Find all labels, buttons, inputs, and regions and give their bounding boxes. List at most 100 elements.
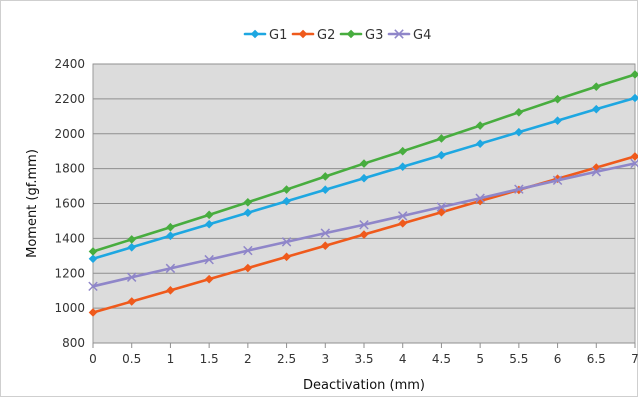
y-tick-label: 1200	[54, 266, 85, 280]
x-tick-label: 3.5	[354, 352, 373, 366]
legend-label: G3	[365, 28, 383, 43]
data-point	[591, 167, 602, 177]
x-tick-label: 0.5	[122, 352, 141, 366]
y-tick-label: 2400	[54, 57, 85, 71]
data-point	[514, 184, 524, 194]
data-point	[394, 29, 404, 39]
data-point	[166, 222, 175, 232]
data-point	[359, 230, 369, 239]
data-point	[475, 139, 485, 148]
data-point	[398, 219, 408, 228]
data-point	[591, 104, 601, 114]
x-tick-label: 4	[399, 352, 407, 366]
y-tick-label: 1800	[54, 162, 85, 176]
data-point	[127, 242, 137, 252]
data-point	[475, 121, 485, 130]
y-tick-label: 2200	[54, 92, 85, 106]
x-tick-label: 6.5	[587, 352, 606, 366]
data-point	[359, 220, 369, 230]
data-point	[88, 247, 98, 256]
data-point-stroke	[514, 184, 524, 194]
data-point-stroke	[552, 175, 563, 186]
data-point	[204, 210, 214, 220]
data-point	[127, 297, 137, 306]
x-tick-label: 5	[476, 352, 484, 366]
data-point	[398, 146, 408, 156]
data-point	[281, 237, 292, 247]
data-point	[204, 219, 214, 229]
data-point	[298, 29, 308, 39]
x-tick-label: 2	[244, 352, 252, 366]
data-point-stroke	[204, 254, 214, 265]
data-point	[630, 70, 638, 79]
x-tick-label: 2.5	[277, 352, 296, 366]
legend: G1 G2 G3 G4	[243, 28, 431, 43]
data-point	[320, 172, 330, 181]
data-point-stroke	[475, 193, 485, 203]
x-tick-label: 3	[321, 352, 329, 366]
data-point	[320, 185, 330, 195]
data-point	[398, 162, 408, 172]
data-point	[514, 127, 524, 137]
legend-item: G2	[291, 28, 335, 43]
data-point	[359, 173, 369, 183]
x-axis-title: Deactivation (mm)	[303, 378, 425, 393]
y-axis-title: Moment (gf.mm)	[25, 149, 40, 258]
y-tick-label: 1400	[54, 231, 85, 245]
series	[88, 70, 638, 256]
data-point	[243, 263, 253, 273]
y-tick-label: 2000	[54, 127, 85, 141]
data-point	[243, 245, 253, 256]
legend-item: G1	[243, 28, 287, 43]
data-point-stroke	[591, 167, 602, 177]
series	[88, 93, 638, 264]
data-point	[127, 235, 137, 244]
data-point	[359, 159, 369, 168]
axes: 800 1000 1200 1400 1600 1800 2000 2200 2400 0 0.5 1…	[54, 57, 638, 366]
legend-label: G4	[413, 28, 431, 43]
data-point	[243, 197, 253, 207]
legend-label: G1	[269, 28, 287, 43]
data-point-stroke	[359, 220, 369, 230]
data-point-stroke	[397, 211, 408, 221]
data-point-stroke	[394, 29, 404, 39]
data-point	[204, 254, 214, 265]
legend-item: G3	[339, 28, 383, 43]
data-point	[88, 281, 98, 292]
data-point	[553, 94, 562, 104]
data-point	[320, 228, 331, 238]
data-point	[166, 286, 175, 295]
data-point-stroke	[320, 228, 331, 238]
data-point	[243, 208, 253, 218]
data-point-stroke	[165, 263, 176, 274]
data-point	[553, 116, 562, 125]
x-tick-label: 6	[554, 352, 562, 366]
data-point-stroke	[126, 272, 137, 282]
data-point	[397, 211, 408, 221]
data-point	[437, 134, 446, 143]
x-tick-label: 4.5	[432, 352, 451, 366]
y-tick-label: 1600	[54, 197, 85, 211]
data-point-stroke	[243, 245, 253, 256]
series-layer	[88, 70, 638, 317]
legend-label: G2	[317, 28, 335, 43]
x-tick-label: 7	[631, 352, 638, 366]
legend-item: G4	[387, 28, 431, 43]
data-point	[165, 263, 176, 274]
data-point	[166, 231, 175, 241]
data-point	[126, 272, 137, 282]
data-point	[630, 93, 638, 103]
data-point	[204, 274, 214, 284]
x-tick-label: 1.5	[200, 352, 219, 366]
x-tick-label: 1	[167, 352, 175, 366]
data-point	[514, 107, 524, 117]
data-point	[591, 82, 601, 91]
gridlines	[93, 63, 635, 344]
data-point	[282, 196, 291, 206]
data-point-stroke	[88, 281, 98, 292]
data-point	[436, 202, 447, 212]
x-tick-label: 0	[89, 352, 97, 366]
data-point-stroke	[281, 237, 292, 247]
